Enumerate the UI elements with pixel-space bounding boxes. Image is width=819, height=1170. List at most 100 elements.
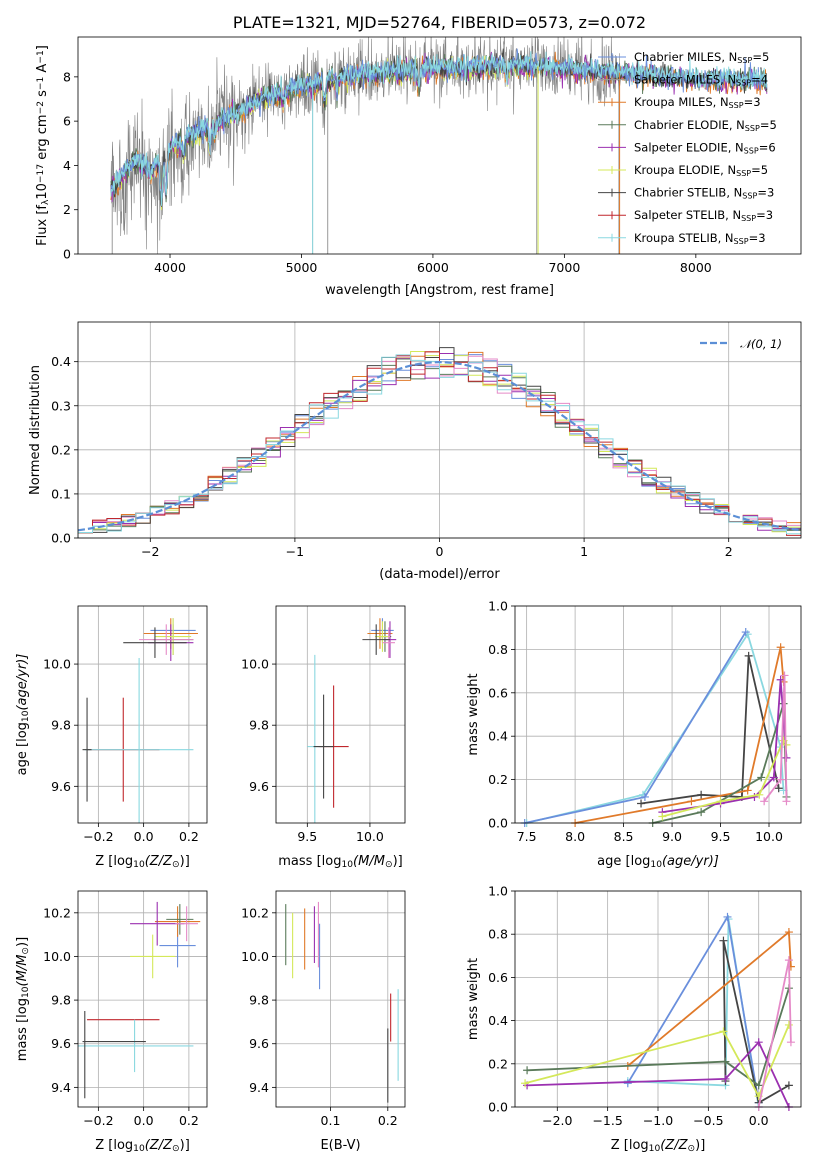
model-spectrum-line xyxy=(110,48,768,199)
x-tick-label: 5000 xyxy=(286,260,318,275)
mass-weight-marker xyxy=(523,1066,532,1075)
mass-weight-series-line xyxy=(524,631,747,824)
mass-weight-marker xyxy=(754,1081,763,1090)
x-tick-label: −2.0 xyxy=(542,1113,572,1128)
mass_weight_vs_age-y-axis-label: mass weight xyxy=(466,673,481,755)
x-tick-label: 10.0 xyxy=(356,829,384,844)
axes-frame xyxy=(77,36,802,255)
y-tick-label: 9.8 xyxy=(51,718,71,733)
y-tick-label: 6 xyxy=(63,114,71,129)
errorbar-point xyxy=(313,694,334,799)
residual-histogram-panel: −2 −1 0 1 2 0.0 0.1 0.2 0.3 0.4 (data-model)/error… xyxy=(28,321,802,582)
errorbar-point xyxy=(154,906,201,937)
errorbar-point xyxy=(78,1019,194,1073)
mass-weight-marker xyxy=(769,773,778,782)
x-tick-label: −0.2 xyxy=(83,829,113,844)
y-tick-label: 9.4 xyxy=(249,1080,269,1095)
y-tick-label: 0.1 xyxy=(51,486,71,501)
y-tick-label: 9.8 xyxy=(249,993,269,1008)
y-tick-label: 0.2 xyxy=(51,442,71,457)
mass-weight-marker xyxy=(721,1057,730,1066)
mass-vs-ebv-panel: 0.1 0.2 9.4 9.6 9.8 10.0 10.2 E(B-V) xyxy=(241,890,406,1153)
plot-area xyxy=(307,618,397,823)
y-tick-label: 9.6 xyxy=(51,779,71,794)
mass-weight-marker xyxy=(521,1079,530,1088)
mass-weight-vs-age-panel: 7.5 8.0 8.5 9.0 9.5 10.0 0.0 0.2 0.4 0.6 0.8 1.0 age… xyxy=(466,599,802,870)
x-tick-label: 9.0 xyxy=(662,829,682,844)
mass-weight-marker xyxy=(716,797,725,806)
grid-lines xyxy=(276,891,405,1107)
x-tick-label: 9.5 xyxy=(711,829,731,844)
axes-frame xyxy=(514,605,802,824)
errorbar-point xyxy=(139,624,194,655)
age_vs_Z-y-axis-label: age [log10(age/yr)] xyxy=(15,654,31,776)
spectrum-title: PLATE=1321, MJD=52764, FIBERID=0573, z=0… xyxy=(233,13,646,32)
x-tick-label: 4000 xyxy=(154,260,186,275)
mass_weight_vs_age-x-axis-label: age [log10(age/yr)] xyxy=(597,854,719,870)
y-tick-label: 9.8 xyxy=(249,718,269,733)
mass-weight-marker xyxy=(784,1020,793,1029)
spectrum-x-axis-label: wavelength [Angstrom, rest frame] xyxy=(325,283,554,298)
plot-area xyxy=(78,347,801,538)
y-tick-label: 0.0 xyxy=(488,816,508,831)
errorbar-point xyxy=(374,621,390,652)
age_vs_mass-x-axis-label: mass [log10(M/M⊙)] xyxy=(278,854,402,870)
x-tick-label: −1 xyxy=(286,544,304,559)
axes-frame xyxy=(77,890,208,1108)
x-tick-label: 6000 xyxy=(417,260,449,275)
y-tick-label: 8 xyxy=(63,69,71,84)
x-tick-label: 0.0 xyxy=(749,1113,769,1128)
legend-entry: 𝒩(0, 1) xyxy=(740,337,782,351)
mass-weight-marker xyxy=(786,1038,795,1047)
mass-weight-marker xyxy=(687,797,696,806)
y-tick-label: 9.6 xyxy=(249,1036,269,1051)
mass-weight-series-line xyxy=(722,940,790,1105)
mass-weight-marker xyxy=(697,790,706,799)
axes-frame xyxy=(77,321,802,539)
x-tick-label: 8000 xyxy=(680,260,712,275)
plot-area xyxy=(82,618,198,823)
mass-weight-marker xyxy=(780,671,789,680)
y-tick-label: 4 xyxy=(63,158,71,173)
x-tick-label: 0.0 xyxy=(134,829,154,844)
y-tick-label: 0.6 xyxy=(488,685,508,700)
model-spectrum-line xyxy=(110,51,768,206)
legend-entry: Salpeter ELODIE, NSSP=6 xyxy=(634,140,776,155)
grid-lines xyxy=(78,606,207,823)
mass-weight-marker xyxy=(744,651,753,660)
errorbar-point xyxy=(154,618,192,655)
mass-weight-series-line xyxy=(662,679,788,813)
y-tick-label: 9.4 xyxy=(51,1080,71,1095)
errorbar-point xyxy=(130,934,176,979)
plot-area xyxy=(78,901,201,1099)
y-tick-label: 1.0 xyxy=(488,599,508,614)
mass-weight-marker xyxy=(754,1038,763,1047)
age-vs-mass-panel: 9.5 10.0 9.6 9.8 10.0 mass [log10(M/M⊙)] xyxy=(241,605,406,870)
x-tick-label: −2 xyxy=(141,544,159,559)
mass-weight-marker xyxy=(755,790,764,799)
mass-weight-marker xyxy=(640,792,649,801)
y-tick-label: 0.4 xyxy=(488,1013,508,1028)
x-tick-label: −1.5 xyxy=(592,1113,622,1128)
residual-histogram-series xyxy=(78,351,801,538)
legend-entry: Kroupa MILES, NSSP=3 xyxy=(634,95,761,110)
x-tick-label: 10.0 xyxy=(755,829,783,844)
errorbar-point xyxy=(84,657,194,823)
errorbar-point xyxy=(82,697,92,802)
x-tick-label: −1.0 xyxy=(643,1113,673,1128)
axes-frame xyxy=(275,605,406,824)
x-tick-label: 1 xyxy=(580,544,588,559)
mass-weight-marker xyxy=(697,808,706,817)
mass-weight-marker xyxy=(741,628,750,637)
y-tick-label: 0.3 xyxy=(51,398,71,413)
grid-lines xyxy=(276,606,405,823)
y-tick-label: 10.0 xyxy=(241,949,269,964)
legend-entry: Kroupa ELODIE, NSSP=5 xyxy=(634,163,768,178)
residual-y-axis-label: Normed distribution xyxy=(28,365,43,495)
mass_weight_vs_Z-y-axis-label: mass weight xyxy=(466,958,481,1040)
x-tick-label: 0.0 xyxy=(134,1113,154,1128)
mass-weight-marker xyxy=(784,1081,793,1090)
grid-lines xyxy=(78,891,207,1107)
mass-weight-marker xyxy=(721,1074,730,1083)
